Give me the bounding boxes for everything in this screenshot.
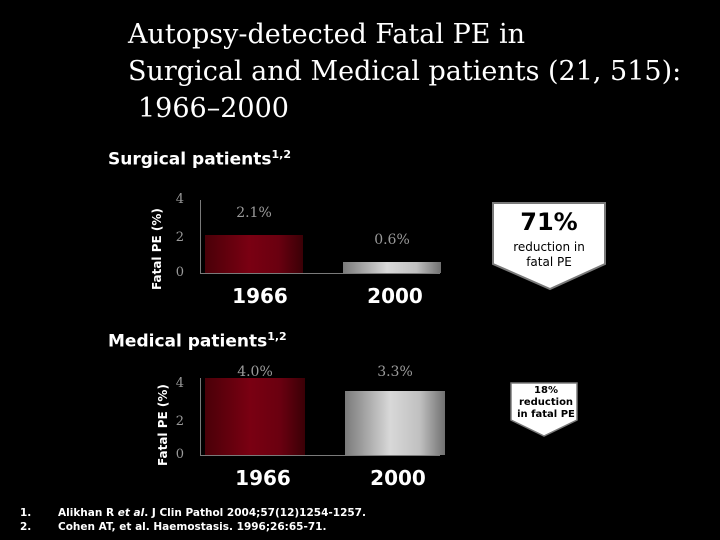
medical-bar-2000 bbox=[345, 391, 445, 455]
reference-1: 1. Alikhan R et al. J Clin Pathol 2004;57… bbox=[20, 506, 366, 520]
references: 1. Alikhan R et al. J Clin Pathol 2004;57… bbox=[20, 506, 366, 534]
reference-2: 2. Cohen AT, et al. Haemostasis. 1996;26:… bbox=[20, 520, 366, 534]
medical-chart-title-sup: 1,2 bbox=[267, 330, 287, 343]
surgical-y-axis-label: Fatal PE (%) bbox=[150, 208, 164, 290]
surgical-x-axis bbox=[200, 273, 440, 274]
surgical-callout-text: reduction in fatal PE bbox=[513, 240, 585, 269]
reference-1-etal: et al bbox=[117, 507, 145, 519]
medical-y-axis bbox=[200, 378, 201, 456]
surgical-y-tick-2: 2 bbox=[175, 230, 184, 245]
surgical-y-axis bbox=[200, 200, 201, 274]
surgical-value-label-1966: 2.1% bbox=[236, 204, 272, 221]
medical-y-tick-4: 4 bbox=[175, 376, 184, 391]
surgical-y-tick-4: 4 bbox=[175, 192, 184, 207]
reference-1-authors: Alikhan R bbox=[58, 507, 118, 519]
medical-bar-1966 bbox=[205, 378, 305, 455]
surgical-value-label-2000: 0.6% bbox=[374, 232, 410, 249]
surgical-y-tick-0: 0 bbox=[175, 265, 184, 280]
surgical-chart-title-sup: 1,2 bbox=[271, 148, 292, 161]
surgical-category-2000: 2000 bbox=[367, 284, 423, 308]
surgical-chart-title-text: Surgical patients bbox=[108, 149, 272, 170]
reference-2-number: 2. bbox=[20, 521, 32, 533]
reference-2-text: Cohen AT, et al. Haemostasis. 1996;26:65… bbox=[58, 521, 327, 533]
slide-title: Autopsy-detected Fatal PE in Surgical an… bbox=[128, 16, 708, 127]
medical-reduction-callout bbox=[510, 382, 578, 437]
medical-y-tick-0: 0 bbox=[175, 447, 184, 462]
surgical-callout-shape bbox=[492, 202, 606, 291]
medical-category-1966: 1966 bbox=[235, 466, 291, 490]
reference-1-source: . J Clin Pathol 2004;57(12)1254-1257. bbox=[144, 507, 366, 519]
surgical-category-1966: 1966 bbox=[232, 284, 288, 308]
medical-y-axis-label: Fatal PE (%) bbox=[156, 384, 170, 466]
medical-chart-title: Medical patients1,2 bbox=[108, 330, 287, 352]
title-line-2: Surgical and Medical patients (21, 515): bbox=[128, 56, 682, 87]
title-line-3: 1966–2000 bbox=[138, 93, 289, 124]
surgical-chart-title: Surgical patients1,2 bbox=[108, 148, 291, 170]
medical-callout-shape bbox=[510, 382, 578, 437]
title-line-1: Autopsy-detected Fatal PE in bbox=[128, 19, 526, 50]
surgical-reduction-callout bbox=[492, 202, 606, 291]
medical-category-2000: 2000 bbox=[370, 466, 426, 490]
medical-value-label-2000: 3.3% bbox=[377, 364, 413, 380]
surgical-bar-2000 bbox=[343, 262, 441, 273]
medical-callout-text: 18% reduction in fatal PE bbox=[517, 385, 575, 420]
surgical-callout-percent: 71% bbox=[520, 208, 578, 236]
medical-x-axis bbox=[200, 455, 440, 456]
surgical-bar-1966 bbox=[205, 234, 303, 273]
medical-chart-title-text: Medical patients bbox=[108, 331, 268, 352]
medical-y-tick-2: 2 bbox=[175, 414, 184, 429]
medical-value-label-1966: 4.0% bbox=[237, 364, 273, 380]
reference-1-number: 1. bbox=[20, 507, 32, 519]
